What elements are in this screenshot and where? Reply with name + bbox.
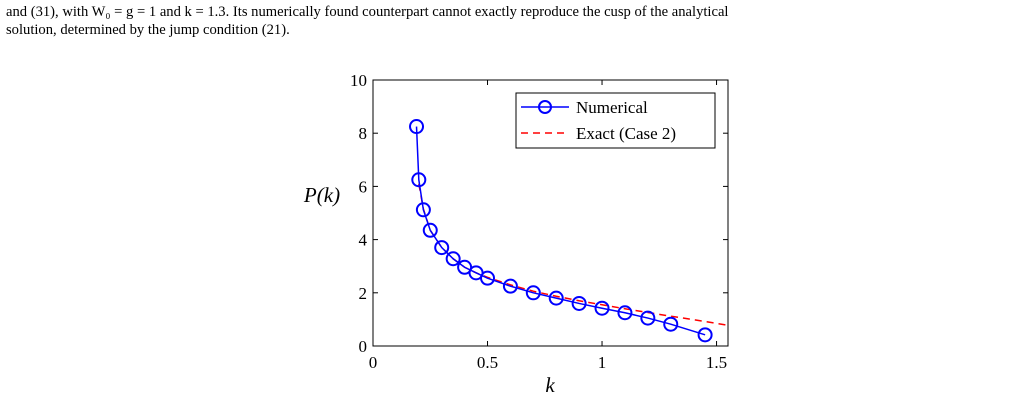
x-tick-label: 0.5 — [477, 353, 498, 372]
x-tick-label: 0 — [369, 353, 378, 372]
data-point-numerical — [422, 222, 438, 238]
x-tick-label: 1 — [598, 353, 607, 372]
series-line-numerical — [415, 126, 706, 336]
data-point-numerical — [502, 278, 518, 294]
data-point-numerical — [617, 305, 633, 321]
data-point-numerical — [571, 295, 587, 311]
data-point-numerical — [415, 202, 431, 218]
y-tick-label: 0 — [359, 337, 368, 356]
y-tick-label: 6 — [359, 177, 368, 196]
data-point-numerical — [697, 327, 713, 343]
data-point-numerical — [409, 119, 425, 135]
data-point-numerical — [480, 270, 496, 286]
legend: Numerical Exact (Case 2) — [515, 92, 716, 149]
legend-label-exact: Exact (Case 2) — [576, 124, 676, 143]
data-point-numerical — [525, 285, 541, 301]
x-axis-title: k — [545, 373, 555, 397]
data-point-numerical — [640, 310, 656, 326]
data-point-numerical — [411, 172, 427, 188]
x-tick-label: 1.5 — [706, 353, 727, 372]
y-tick-label: 2 — [359, 284, 368, 303]
legend-label-numerical: Numerical — [576, 98, 648, 117]
data-point-numerical — [548, 290, 564, 306]
y-tick-label: 10 — [350, 71, 367, 90]
paragraph-line-2: solution, determined by the jump conditi… — [6, 22, 290, 38]
data-point-numerical — [594, 300, 610, 316]
paragraph-line-1: and (31), with W₀ = g = 1 and k = 1.3. I… — [6, 4, 729, 20]
paragraph-text: and (31), with W₀ = g = 1 and k = 1.3. I… — [6, 3, 1024, 39]
data-point-numerical — [434, 240, 450, 256]
y-axis-title: P(k) — [303, 183, 340, 207]
y-tick-label: 8 — [359, 124, 368, 143]
data-point-numerical — [445, 251, 461, 267]
data-point-numerical — [663, 316, 679, 332]
legend-marker-numerical — [538, 100, 552, 114]
y-tick-label: 4 — [359, 231, 368, 250]
